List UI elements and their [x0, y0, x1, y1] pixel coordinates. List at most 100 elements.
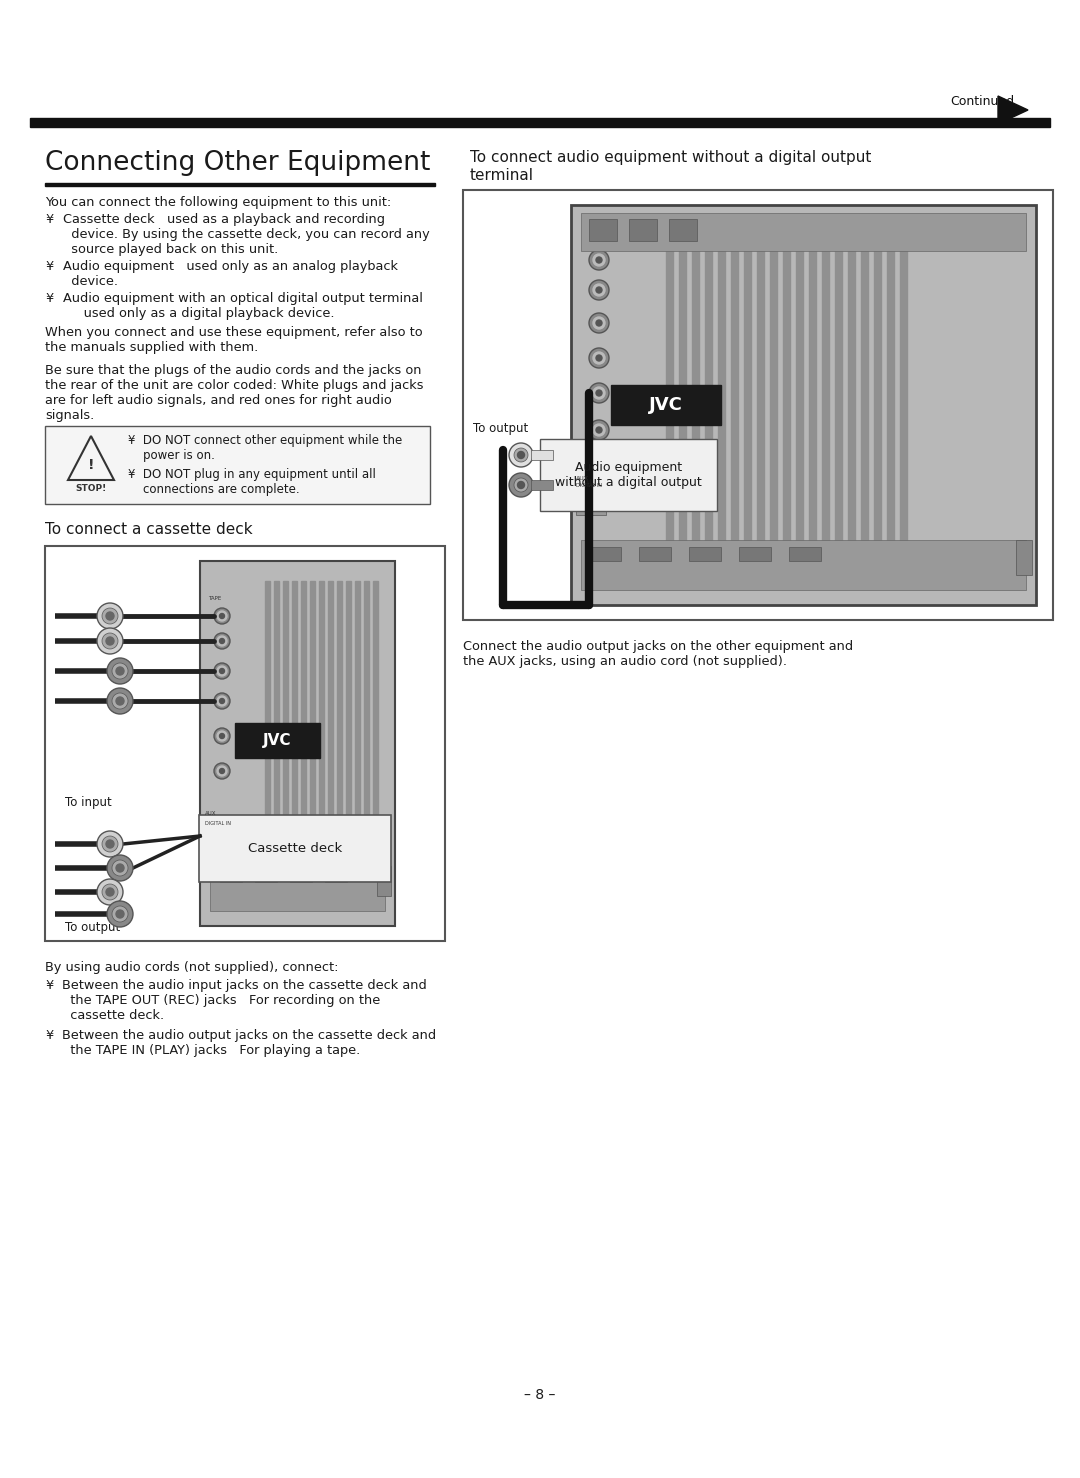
Circle shape — [593, 284, 605, 296]
Circle shape — [214, 729, 230, 743]
Text: Audio equipment   used only as an analog playback
  device.: Audio equipment used only as an analog p… — [63, 260, 399, 288]
Bar — [900, 225, 907, 585]
Bar — [531, 449, 553, 460]
Bar — [325, 868, 347, 882]
Bar — [679, 225, 686, 585]
Bar — [45, 426, 430, 504]
Circle shape — [217, 667, 227, 675]
Bar — [589, 547, 621, 562]
Circle shape — [112, 906, 129, 922]
Circle shape — [219, 733, 225, 739]
Text: ¥: ¥ — [45, 978, 53, 992]
Bar — [629, 219, 657, 241]
Text: Cassette deck: Cassette deck — [248, 842, 342, 854]
Bar — [639, 547, 671, 562]
Circle shape — [514, 477, 528, 492]
Circle shape — [214, 763, 230, 779]
Text: JVC: JVC — [649, 396, 683, 414]
Circle shape — [596, 257, 602, 263]
Bar — [731, 225, 738, 585]
Circle shape — [217, 610, 227, 621]
Circle shape — [596, 355, 602, 361]
Bar — [689, 547, 721, 562]
Text: ¥: ¥ — [45, 293, 53, 304]
Circle shape — [596, 287, 602, 293]
Bar — [887, 225, 894, 585]
Text: ¥  DO NOT connect other equipment while the
    power is on.: ¥ DO NOT connect other equipment while t… — [129, 435, 402, 463]
Circle shape — [596, 321, 602, 327]
Text: To connect audio equipment without a digital output: To connect audio equipment without a dig… — [470, 149, 872, 166]
Bar — [377, 866, 391, 896]
Circle shape — [116, 865, 124, 872]
Bar — [874, 225, 881, 585]
Circle shape — [102, 884, 118, 900]
Bar — [210, 862, 384, 910]
Circle shape — [593, 424, 605, 436]
Text: When you connect and use these equipment, refer also to
the manuals supplied wit: When you connect and use these equipment… — [45, 327, 422, 355]
Circle shape — [107, 658, 133, 684]
Bar — [364, 581, 369, 906]
Circle shape — [97, 831, 123, 857]
Bar — [796, 225, 804, 585]
Text: DIGITAL IN: DIGITAL IN — [576, 483, 602, 488]
Bar — [581, 213, 1026, 251]
Text: – 8 –: – 8 – — [524, 1388, 556, 1403]
Bar — [220, 868, 242, 882]
Circle shape — [596, 390, 602, 396]
Bar — [739, 547, 771, 562]
Circle shape — [116, 698, 124, 705]
Circle shape — [589, 383, 609, 403]
Text: You can connect the following equipment to this unit:: You can connect the following equipment … — [45, 197, 391, 208]
Bar — [744, 225, 751, 585]
Bar — [208, 831, 224, 847]
Circle shape — [214, 633, 230, 649]
Circle shape — [593, 254, 605, 266]
Circle shape — [102, 633, 118, 649]
Circle shape — [112, 860, 129, 876]
Text: To connect a cassette deck: To connect a cassette deck — [45, 522, 253, 537]
Bar — [835, 225, 842, 585]
Bar — [45, 545, 445, 941]
Circle shape — [589, 347, 609, 368]
Bar — [1016, 539, 1032, 575]
Text: To input: To input — [65, 797, 111, 808]
Text: Continued: Continued — [950, 95, 1014, 108]
Bar — [373, 581, 378, 906]
Circle shape — [214, 664, 230, 678]
Text: ¥  DO NOT plug in any equipment until all
    connections are complete.: ¥ DO NOT plug in any equipment until all… — [129, 469, 376, 497]
Text: AUX: AUX — [205, 811, 216, 816]
Text: TAPE: TAPE — [208, 596, 221, 602]
Bar — [809, 225, 816, 585]
Text: STOP!: STOP! — [76, 483, 107, 494]
Circle shape — [102, 607, 118, 624]
Text: Cassette deck   used as a playback and recording
  device. By using the cassette: Cassette deck used as a playback and rec… — [63, 213, 430, 256]
Circle shape — [106, 612, 114, 619]
Bar — [669, 219, 697, 241]
Text: Audio equipment
without a digital output: Audio equipment without a digital output — [555, 461, 702, 489]
Text: AUX: AUX — [576, 476, 589, 480]
Bar — [355, 581, 360, 906]
Circle shape — [217, 732, 227, 740]
Bar — [770, 225, 777, 585]
Text: ¥: ¥ — [45, 1029, 53, 1042]
Text: Between the audio output jacks on the cassette deck and
  the TAPE IN (PLAY) jac: Between the audio output jacks on the ca… — [62, 1029, 436, 1057]
Circle shape — [112, 693, 129, 709]
Circle shape — [217, 766, 227, 776]
Bar — [822, 225, 829, 585]
Bar — [328, 581, 333, 906]
Bar — [292, 581, 297, 906]
Bar — [692, 225, 699, 585]
Circle shape — [116, 910, 124, 918]
Circle shape — [593, 387, 605, 399]
Circle shape — [589, 250, 609, 270]
Bar — [283, 581, 288, 906]
Bar — [310, 581, 315, 906]
Circle shape — [217, 636, 227, 646]
FancyBboxPatch shape — [540, 439, 717, 511]
Bar — [589, 219, 617, 241]
Circle shape — [219, 699, 225, 704]
Text: Connecting Other Equipment: Connecting Other Equipment — [45, 149, 430, 176]
Bar — [757, 225, 764, 585]
Text: JVC: JVC — [262, 733, 292, 748]
Circle shape — [112, 664, 129, 678]
